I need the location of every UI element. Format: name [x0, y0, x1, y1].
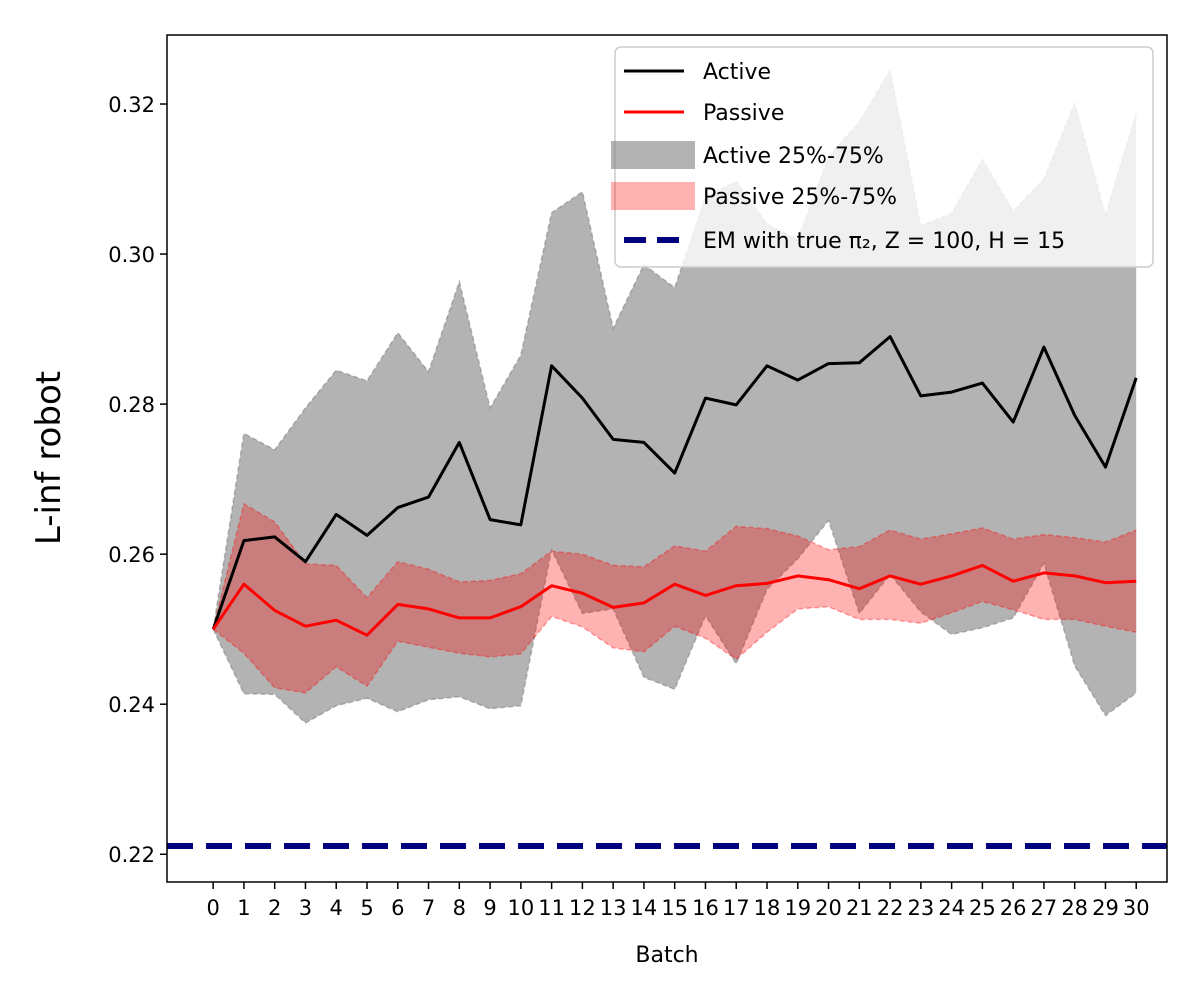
x-tick-label: 26 [1000, 896, 1027, 920]
band-active-lower-edge [212, 518, 1137, 724]
plot-frame [166, 34, 1168, 883]
x-tick-label: 11 [538, 896, 565, 920]
x-tick-label: 19 [784, 896, 811, 920]
x-tick-label: 0 [206, 896, 219, 920]
x-tick-label: 13 [600, 896, 627, 920]
y-tick-label: 0.24 [108, 693, 155, 717]
x-tick-label: 15 [661, 896, 688, 920]
x-tick-label: 18 [754, 896, 781, 920]
band-passive-upper-edge [212, 502, 1137, 630]
lines-layer [211, 335, 1138, 637]
x-tick-label: 20 [815, 896, 842, 920]
y-tick-label: 0.28 [108, 393, 155, 417]
x-tick-label: 3 [299, 896, 312, 920]
x-tick-label: 16 [692, 896, 719, 920]
y-axis: 0.22 0.24 0.26 0.28 0.30 0.32 [108, 93, 167, 867]
x-tick-label: 8 [453, 896, 466, 920]
legend-reference-label: EM with true π₂, Z = 100, H = 15 [703, 229, 1065, 254]
x-tick-label: 5 [360, 896, 373, 920]
y-tick-label: 0.22 [108, 843, 155, 867]
legend-passive-label: Passive [703, 101, 784, 126]
y-tick-label: 0.32 [108, 93, 155, 117]
band-passive [213, 503, 1137, 693]
x-tick-label: 9 [483, 896, 496, 920]
x-tick-label: 1 [237, 896, 250, 920]
x-tick-label: 7 [422, 896, 435, 920]
x-tick-label: 17 [723, 896, 750, 920]
x-tick-label: 29 [1092, 896, 1119, 920]
legend-passive-band-label: Passive 25%-75% [703, 185, 897, 210]
legend-active-band-label: Active 25%-75% [703, 144, 884, 169]
legend-active-band-swatch [611, 141, 695, 169]
x-tick-label: 14 [631, 896, 658, 920]
x-tick-label: 25 [969, 896, 996, 920]
x-tick-label: 10 [507, 896, 534, 920]
legend: Active Passive Active 25%-75% Passive 25… [611, 46, 1154, 268]
legend-passive-band-swatch [611, 182, 695, 210]
x-tick-label: 27 [1031, 896, 1058, 920]
x-tick-label: 4 [330, 896, 343, 920]
x-tick-label: 28 [1061, 896, 1088, 920]
band-passive-lower-edge [212, 600, 1137, 694]
y-tick-label: 0.30 [108, 243, 155, 267]
x-tick-label: 23 [907, 896, 934, 920]
series-line-active [211, 335, 1138, 630]
x-tick-label: 6 [391, 896, 404, 920]
legend-active-label: Active [703, 60, 771, 85]
x-axis-label: Batch [635, 943, 698, 968]
x-tick-label: 2 [268, 896, 281, 920]
y-tick-label: 0.26 [108, 543, 155, 567]
x-tick-label: 24 [938, 896, 965, 920]
x-axis: 0 1 2 3 4 5 6 7 8 9 10 11 12 13 14 15 16 17 18 19 20 21 22 23 24… [206, 882, 1150, 920]
y-axis-label: L-inf robot [29, 371, 69, 545]
x-tick-label: 30 [1123, 896, 1150, 920]
x-tick-label: 21 [846, 896, 873, 920]
series-line-passive [211, 563, 1137, 637]
x-tick-label: 22 [877, 896, 904, 920]
x-tick-label: 12 [569, 896, 596, 920]
